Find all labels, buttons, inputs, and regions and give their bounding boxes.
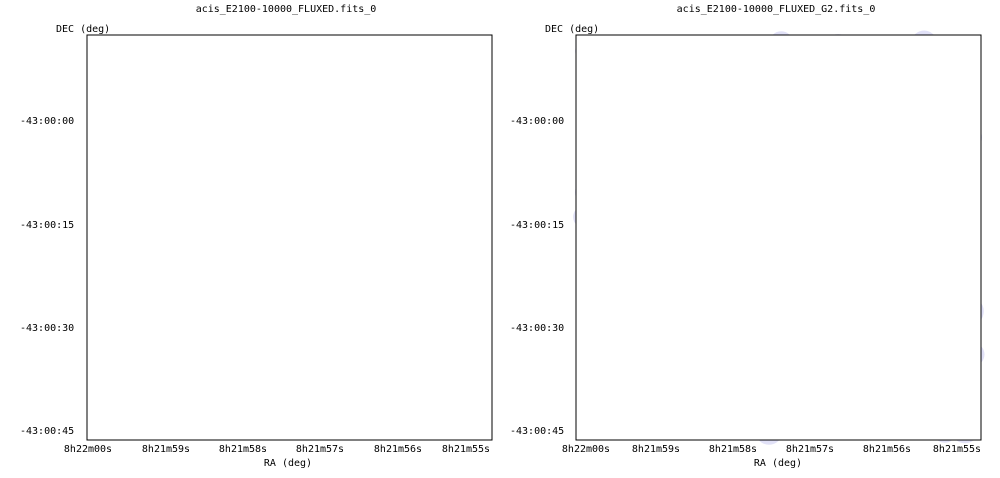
right-y-tick-label: -43:00:15 xyxy=(510,220,564,231)
right-image-border xyxy=(575,34,982,441)
left-x-tick-label: 8h22m00s xyxy=(64,444,112,455)
right-x-tick-label: 8h21m57s xyxy=(786,444,834,455)
right-x-ticks: 8h22m00s 8h21m59s 8h21m58s 8h21m57s 8h21… xyxy=(562,444,981,455)
right-y-tick-label: -43:00:00 xyxy=(510,116,564,127)
right-panel: acis_E2100-10000_FLUXED_G2.fits_0 DEC (d… xyxy=(510,4,985,469)
right-x-tick-label: 8h21m55s xyxy=(933,444,981,455)
left-y-tick-label: -43:00:15 xyxy=(20,220,74,231)
left-y-tick-label: -43:00:00 xyxy=(20,116,74,127)
right-x-tick-label: 8h21m56s xyxy=(863,444,911,455)
right-y-axis-label: DEC (deg) xyxy=(545,24,599,35)
right-x-tick-label: 8h21m58s xyxy=(709,444,757,455)
left-x-tick-label: 8h21m56s xyxy=(374,444,422,455)
right-panel-title: acis_E2100-10000_FLUXED_G2.fits_0 xyxy=(677,4,876,15)
left-x-tick-label: 8h21m57s xyxy=(296,444,344,455)
left-y-tick-label: -43:00:30 xyxy=(20,323,74,334)
left-x-tick-label: 8h21m59s xyxy=(142,444,190,455)
left-image-border xyxy=(86,34,493,441)
left-x-tick-label: 8h21m58s xyxy=(219,444,267,455)
left-y-axis-label: DEC (deg) xyxy=(56,24,110,35)
left-x-axis-label: RA (deg) xyxy=(264,458,312,469)
left-x-tick-label: 8h21m55s xyxy=(442,444,490,455)
right-x-axis-label: RA (deg) xyxy=(754,458,802,469)
right-y-ticks: -43:00:00 -43:00:15 -43:00:30 -43:00:45 xyxy=(510,116,564,437)
right-y-tick-label: -43:00:30 xyxy=(510,323,564,334)
left-y-tick-label: -43:00:45 xyxy=(20,426,74,437)
left-x-ticks: 8h22m00s 8h21m59s 8h21m58s 8h21m57s 8h21… xyxy=(64,444,490,455)
left-panel-title: acis_E2100-10000_FLUXED.fits_0 xyxy=(196,4,377,15)
right-y-tick-label: -43:00:45 xyxy=(510,426,564,437)
right-x-tick-label: 8h22m00s xyxy=(562,444,610,455)
right-x-tick-label: 8h21m59s xyxy=(632,444,680,455)
left-panel: acis_E2100-10000_FLUXED.fits_0 DEC (deg)… xyxy=(20,4,493,469)
left-y-ticks: -43:00:00 -43:00:15 -43:00:30 -43:00:45 xyxy=(20,116,74,437)
